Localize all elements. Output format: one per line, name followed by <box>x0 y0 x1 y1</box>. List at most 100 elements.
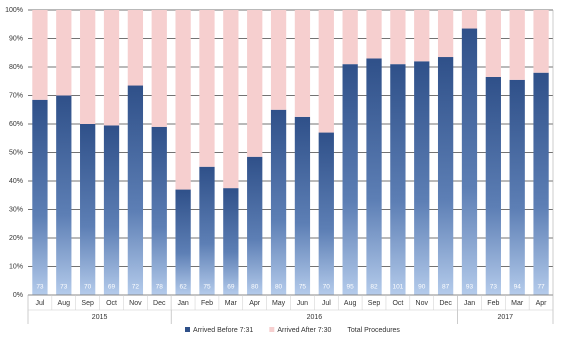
y-tick-label: 10% <box>9 263 23 270</box>
bar-segment <box>294 10 311 117</box>
bar-segment <box>437 10 454 58</box>
x-tick-label: Jan <box>464 300 475 307</box>
bar-label: 80 <box>251 284 259 291</box>
bar-segment <box>414 61 430 295</box>
group-label: 2016 <box>307 314 323 321</box>
bar-segment <box>103 125 120 295</box>
x-tick-label: Nov <box>129 300 142 307</box>
bar-label: 73 <box>60 284 68 291</box>
x-tick-label: Oct <box>106 300 117 307</box>
bar-segment <box>318 132 334 295</box>
group-label: 2017 <box>497 314 513 321</box>
bar-label: 82 <box>370 284 378 291</box>
bar-label: 70 <box>323 284 331 291</box>
x-tick-label: Aug <box>58 300 71 307</box>
bar-segment <box>175 189 191 295</box>
bar-label: 90 <box>418 284 426 291</box>
bar-segment <box>533 10 549 73</box>
bar-label: 75 <box>299 284 307 291</box>
bar-segment <box>366 58 382 296</box>
bar-segment <box>270 10 287 110</box>
legend-label: Total Procedures <box>347 327 400 334</box>
bar-segment <box>103 10 120 126</box>
y-tick-label: 100% <box>5 7 23 14</box>
bar-segment <box>199 166 215 295</box>
y-tick-label: 40% <box>9 178 23 185</box>
bar-segment <box>80 10 96 124</box>
bar-segment <box>247 156 263 295</box>
bar-segment <box>318 10 334 133</box>
x-tick-label: Sep <box>368 300 381 307</box>
bar-segment <box>80 124 96 295</box>
bar-label: 75 <box>203 284 211 291</box>
bar-segment <box>342 64 358 296</box>
bar-segment <box>390 64 406 296</box>
bar-segment <box>437 57 454 296</box>
x-tick-label: Jan <box>177 300 188 307</box>
y-tick-label: 90% <box>9 35 23 42</box>
x-tick-label: Sep <box>81 300 94 307</box>
bar-segment <box>56 95 72 295</box>
bar-label: 78 <box>156 284 164 291</box>
bar-segment <box>127 10 144 86</box>
bar-segment <box>509 79 525 295</box>
bar-label: 62 <box>179 284 187 291</box>
legend-label: Arrived Before 7:31 <box>193 327 253 334</box>
bar-segment <box>533 72 549 295</box>
group-label: 2015 <box>92 314 108 321</box>
bar-segment <box>223 188 239 295</box>
legend-label: Arrived After 7:30 <box>277 327 331 334</box>
bar-segment <box>461 28 478 296</box>
bar-label: 101 <box>392 284 403 291</box>
bar-label: 95 <box>347 284 355 291</box>
bar-label: 72 <box>132 284 140 291</box>
x-tick-label: Mar <box>225 300 238 307</box>
x-tick-label: Feb <box>487 300 499 307</box>
x-tick-label: Aug <box>344 300 357 307</box>
bar-segment <box>199 10 215 167</box>
bar-label: 93 <box>466 284 474 291</box>
x-tick-label: Nov <box>416 300 429 307</box>
bar-segment <box>151 10 167 127</box>
legend-swatch <box>269 327 275 332</box>
x-tick-label: Jun <box>297 300 308 307</box>
bar-segment <box>414 10 430 62</box>
bar-segment <box>32 99 48 296</box>
bar-segment <box>366 10 382 59</box>
x-tick-label: Mar <box>511 300 524 307</box>
bar-segment <box>223 10 239 189</box>
x-tick-label: Apr <box>536 300 548 307</box>
bar-segment <box>127 85 144 296</box>
x-tick-label: Jul <box>322 300 331 307</box>
x-tick-label: Feb <box>201 300 213 307</box>
bar-segment <box>247 10 263 157</box>
y-tick-label: 80% <box>9 64 23 71</box>
y-tick-label: 30% <box>9 206 23 213</box>
bar-label: 80 <box>275 284 283 291</box>
bar-label: 69 <box>108 284 116 291</box>
bar-segment <box>151 126 167 295</box>
bar-segment <box>175 10 191 190</box>
y-tick-label: 0% <box>13 292 23 299</box>
bar-segment <box>390 10 406 65</box>
x-tick-label: May <box>272 300 286 307</box>
bar-segment <box>32 10 48 100</box>
legend-swatch <box>185 327 190 332</box>
bar-label: 87 <box>442 284 450 291</box>
bar-label: 70 <box>84 284 92 291</box>
bar-label: 77 <box>537 284 545 291</box>
bar-label: 73 <box>490 284 498 291</box>
y-tick-label: 20% <box>9 235 23 242</box>
x-tick-label: Jul <box>35 300 44 307</box>
y-tick-label: 70% <box>9 92 23 99</box>
bar-label: 69 <box>227 284 235 291</box>
y-tick-label: 60% <box>9 121 23 128</box>
bar-segment <box>461 10 478 29</box>
bar-label: 73 <box>36 284 44 291</box>
bar-segment <box>270 109 287 295</box>
bar-segment <box>294 116 311 295</box>
x-tick-label: Dec <box>153 300 166 307</box>
bar-label: 94 <box>514 284 522 291</box>
